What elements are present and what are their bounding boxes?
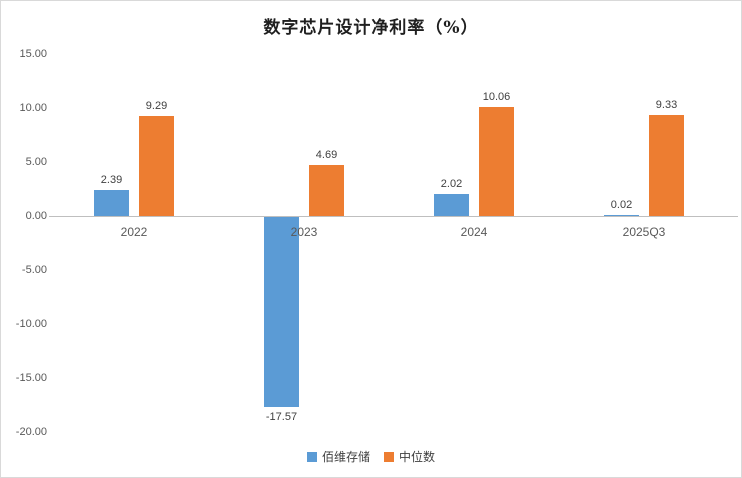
y-axis-tick-label: 10.00 [19,102,47,114]
y-axis-tick-label: 0.00 [25,210,47,222]
bar-佰维存储-2025Q3 [604,215,639,216]
x-axis-category-label: 2023 [290,225,318,239]
bar-佰维存储-2022 [94,190,129,216]
legend-label: 中位数 [399,450,436,464]
data-label: 9.29 [145,99,168,112]
data-label: 0.02 [610,199,633,211]
legend-swatch-icon [384,451,394,462]
x-axis-line [49,216,738,217]
chart-title: 数字芯片设计净利率（%） [263,18,479,38]
y-axis-tick-label: -10.00 [15,318,47,330]
y-axis-tick-label: 5.00 [25,156,47,168]
legend-item-佰维存储: 佰维存储 [306,448,370,465]
bar-中位数-2024 [479,107,514,216]
bar-中位数-2022 [139,115,174,216]
legend-item-中位数: 中位数 [384,448,435,465]
y-axis-tick-label: -15.00 [15,372,47,384]
bar-佰维存储-2023 [264,217,299,407]
y-axis-tick-label: -20.00 [15,426,47,438]
x-axis-category-label: 2025Q3 [622,225,666,239]
y-axis-tick-label: -5.00 [21,264,47,276]
bar-中位数-2023 [309,165,344,216]
data-label: 10.06 [482,91,511,104]
data-label: 9.33 [655,99,678,112]
data-label: 4.69 [315,149,338,162]
x-axis-category-label: 2024 [460,225,488,239]
bar-中位数-2025Q3 [649,115,684,216]
bar-佰维存储-2024 [434,194,469,216]
y-axis-tick-label: 15.00 [19,48,47,60]
x-axis-category-label: 2022 [120,225,148,239]
legend: 佰维存储 中位数 [1,448,741,465]
data-label: -17.57 [265,410,298,423]
legend-swatch-icon [306,451,317,462]
data-label: 2.02 [440,178,463,191]
legend-label: 佰维存储 [321,450,370,464]
data-label: 2.39 [100,174,123,187]
